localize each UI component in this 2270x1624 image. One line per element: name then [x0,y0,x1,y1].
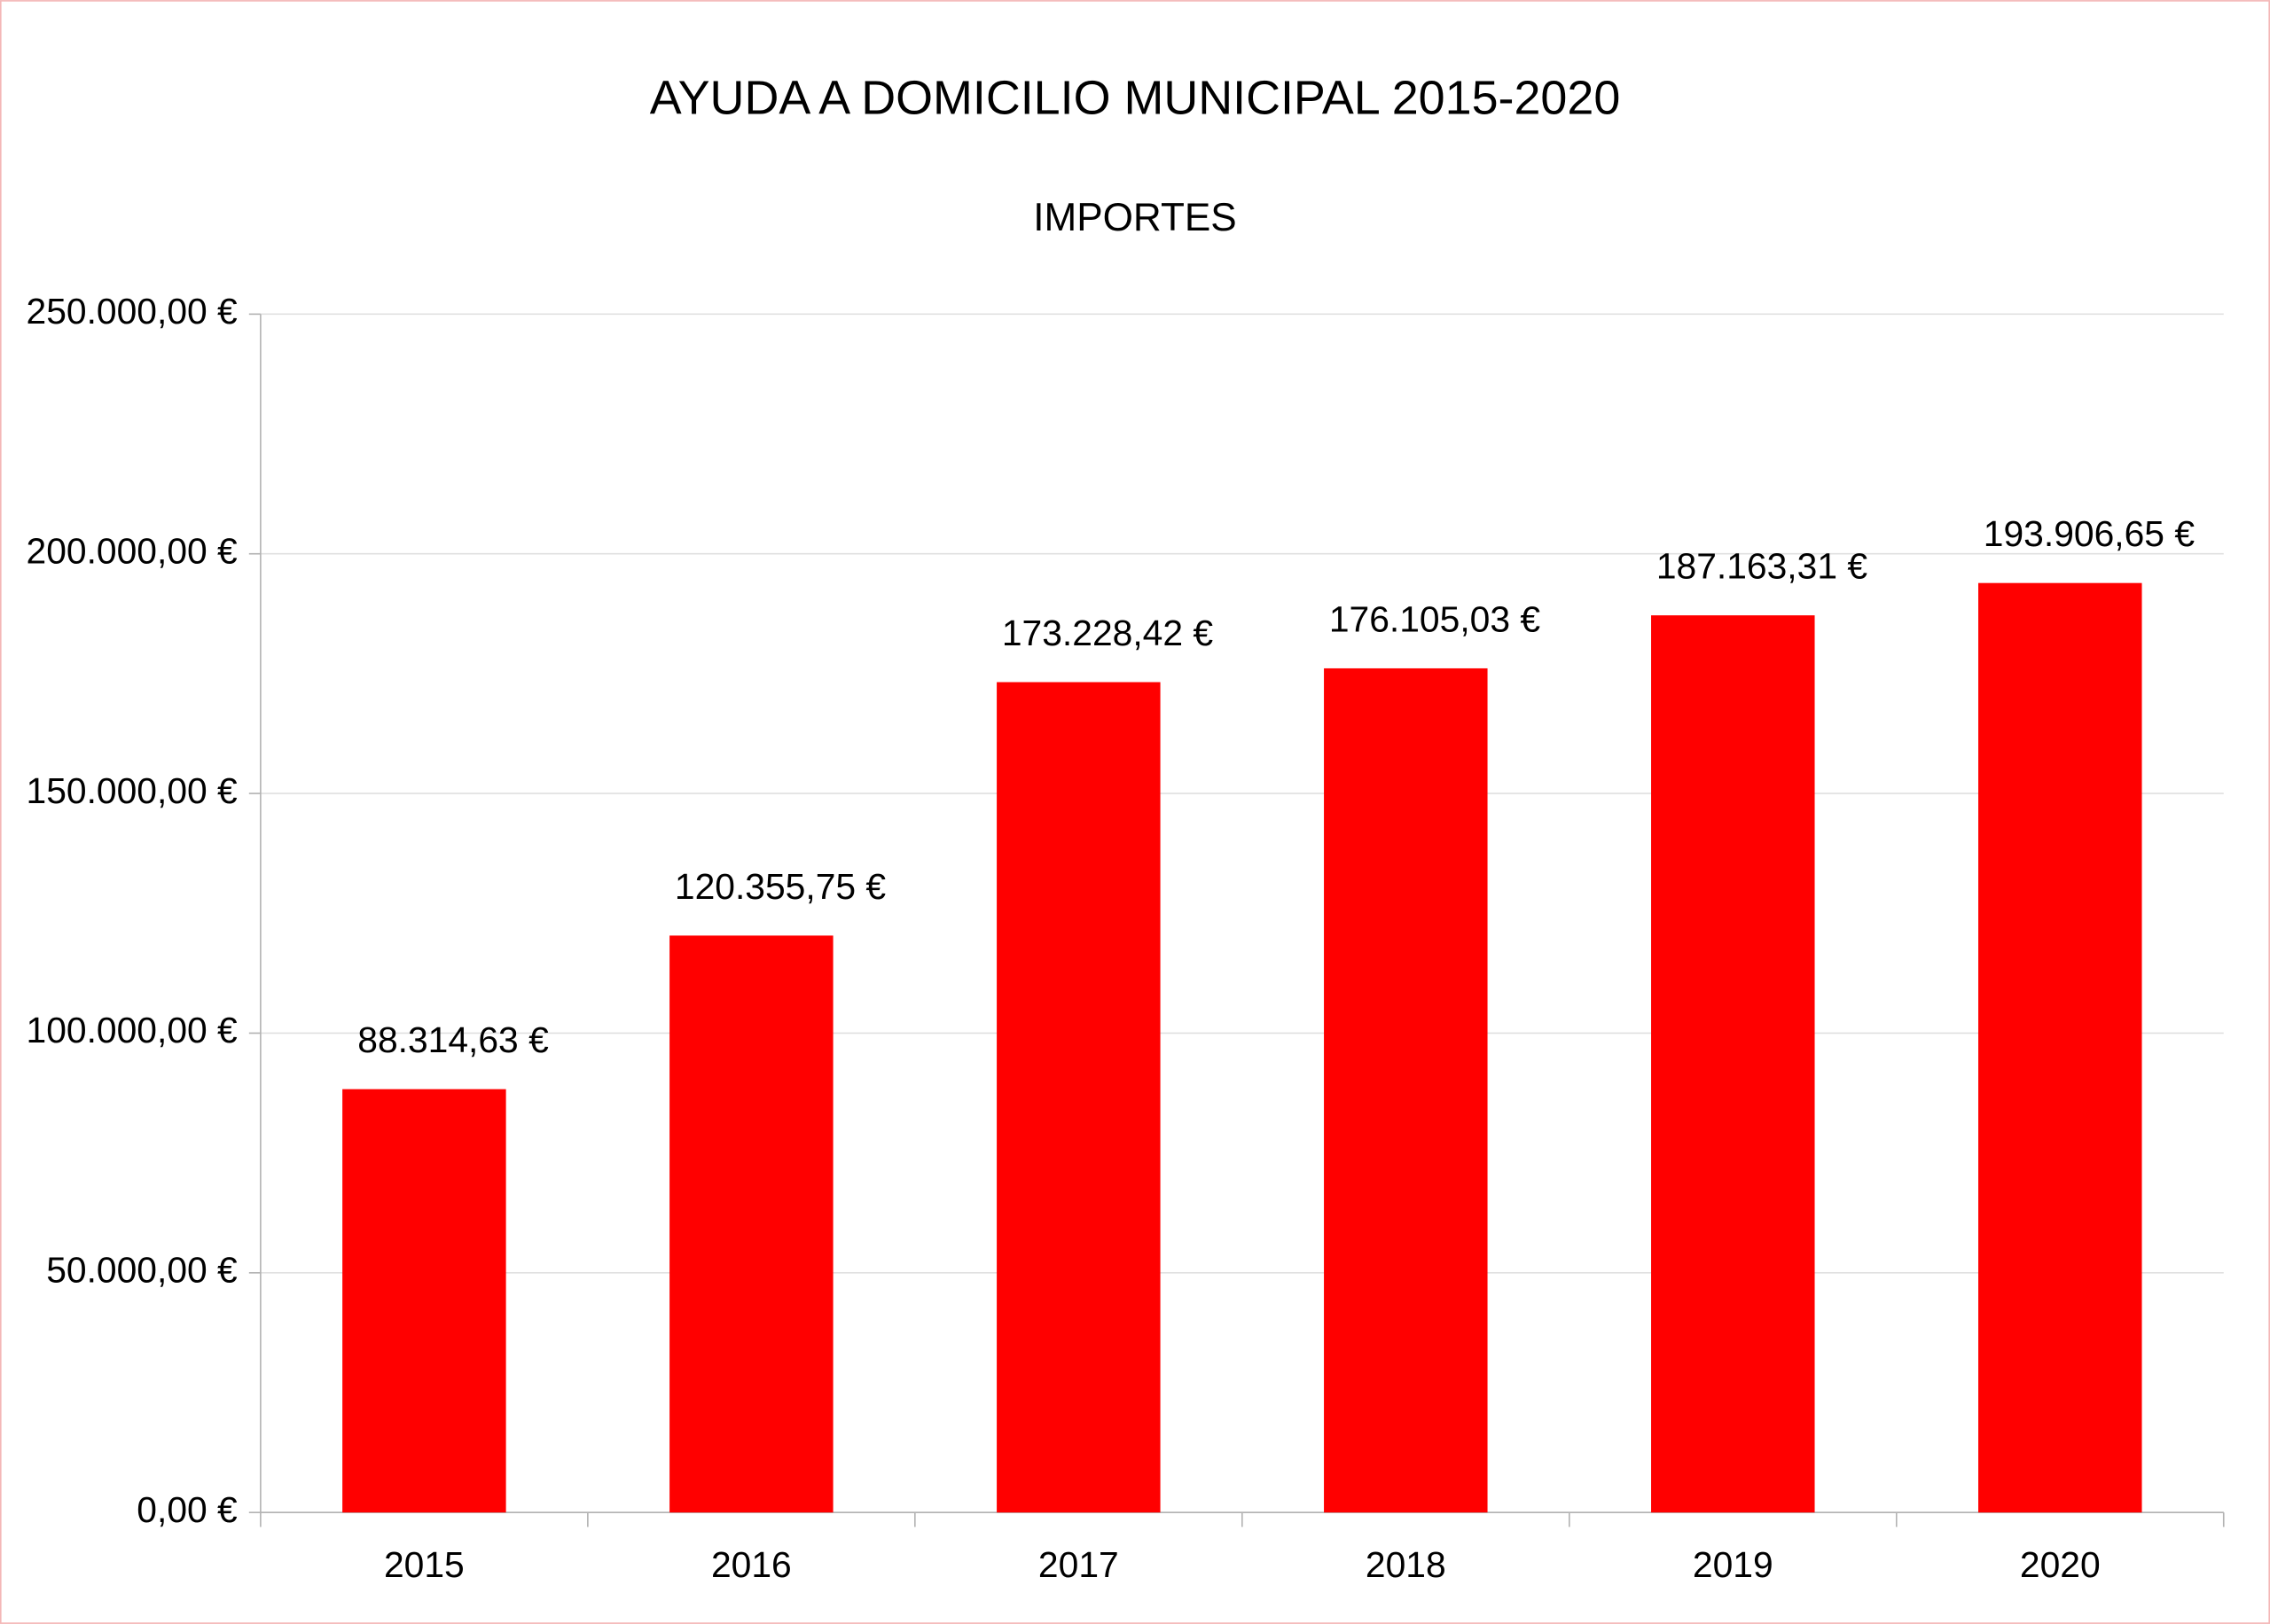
y-tick-label: 100.000,00 € [27,1010,239,1050]
data-label: 88.314,63 € [357,1019,549,1060]
bar [1651,615,1815,1513]
y-tick-label: 200.000,00 € [27,531,239,572]
data-label: 187.163,31 € [1656,546,1868,587]
x-tick-label: 2019 [1693,1544,1773,1585]
bar [997,682,1161,1513]
y-tick-label: 50.000,00 € [46,1250,238,1291]
y-tick-label: 150.000,00 € [27,770,239,811]
bar [342,1089,506,1513]
y-tick-label: 250.000,00 € [27,291,239,332]
bar [669,935,834,1513]
data-label: 176.105,03 € [1329,598,1541,639]
data-label: 120.355,75 € [675,866,887,907]
x-tick-label: 2018 [1366,1544,1446,1585]
bar [1324,668,1488,1513]
bar [1978,582,2142,1513]
data-label: 193.906,65 € [1984,513,2196,554]
x-tick-label: 2017 [1038,1544,1119,1585]
data-label: 173.228,42 € [1002,613,1214,653]
y-tick-label: 0,00 € [137,1489,238,1530]
chart-title: AYUDA A DOMICILIO MUNICIPAL 2015-2020 [650,72,1621,125]
x-tick-label: 2016 [711,1544,792,1585]
chart-subtitle: IMPORTES [1033,196,1236,239]
x-tick-label: 2020 [2020,1544,2101,1585]
x-tick-label: 2015 [384,1544,465,1585]
